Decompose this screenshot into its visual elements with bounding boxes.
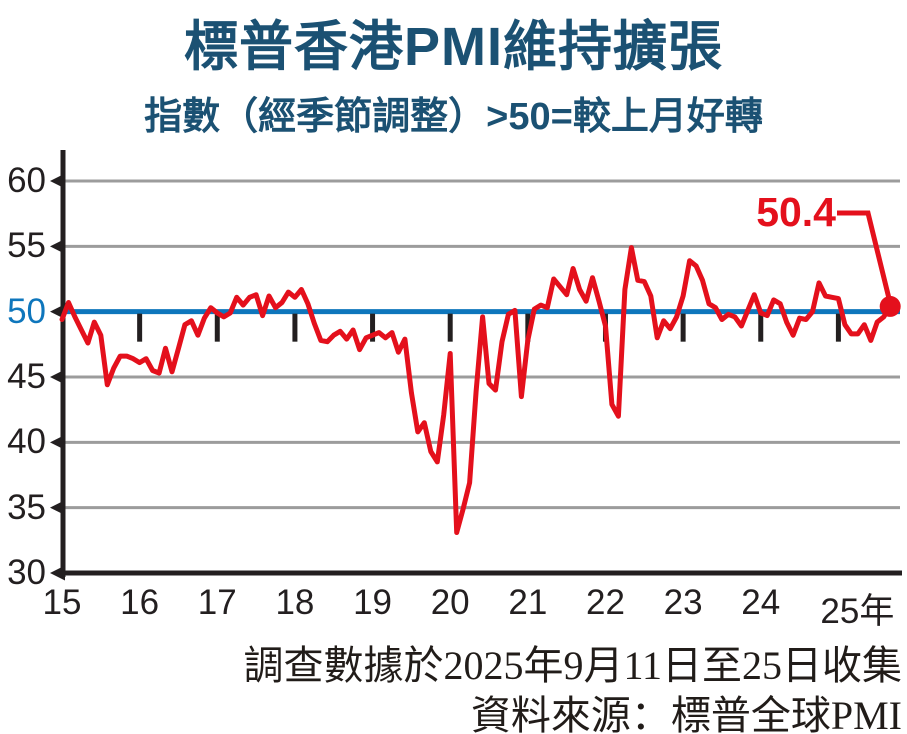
y-axis-label: 45 [7, 357, 46, 396]
y-axis-label: 30 [7, 553, 46, 592]
x-axis-label: 22 [586, 583, 625, 622]
x-axis-label: 23 [663, 583, 703, 622]
latest-value-callout-line [837, 210, 893, 304]
axis-arrow-marker [50, 565, 65, 581]
latest-value-label: 50.4 [756, 189, 836, 235]
y-axis-label: 35 [7, 487, 46, 527]
x-axis-label: 18 [275, 583, 315, 622]
axis-arrow-marker [50, 173, 65, 189]
y-axis-label: 60 [7, 161, 46, 200]
y-axis-label: 40 [7, 422, 46, 462]
x-axis-label: 19 [353, 583, 393, 622]
source-note: 資料來源：標普全球PMI [470, 693, 902, 734]
latest-point-dot [879, 295, 901, 317]
axis-arrow-marker [50, 369, 65, 385]
axis-arrow-marker [50, 238, 65, 254]
x-axis-label: 15 [42, 583, 82, 622]
chart-title: 標普香港PMI維持擴張 [183, 17, 723, 77]
y-axis-label: 55 [7, 226, 46, 266]
y-axis-label: 50 [7, 291, 46, 331]
axis-arrow-marker [50, 500, 65, 516]
axis-arrow-marker [50, 434, 65, 450]
x-axis-label: 21 [508, 583, 548, 622]
x-axis-label: 16 [120, 583, 160, 622]
x-axis-label: 25年 [820, 592, 895, 631]
x-axis-label: 20 [430, 583, 470, 622]
survey-note: 調查數據於2025年9月11日至25日收集 [243, 643, 902, 688]
x-axis-label: 17 [197, 583, 237, 622]
x-axis-label: 24 [741, 583, 781, 622]
pmi-series-line [59, 245, 893, 535]
chart-subtitle: 指數（經季節調整）>50=較上月好轉 [144, 96, 763, 138]
